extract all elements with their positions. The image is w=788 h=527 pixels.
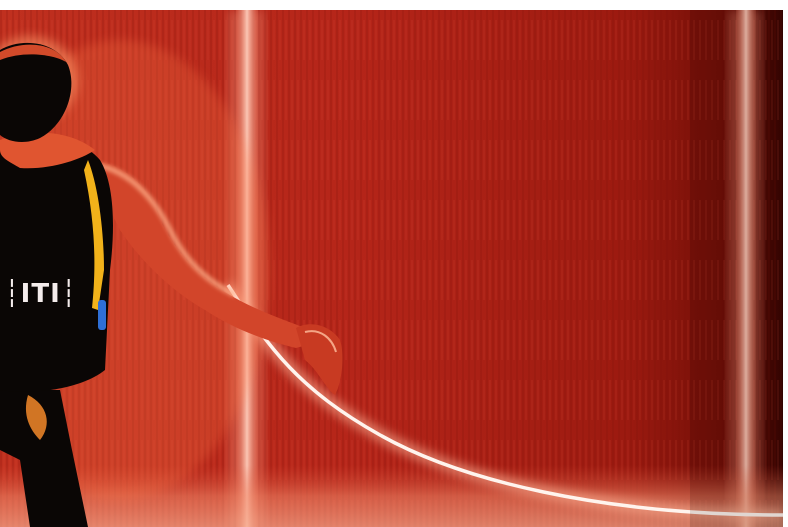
glowing-rope xyxy=(222,281,783,521)
person: ┆ITI┆ xyxy=(0,36,343,527)
jersey-text: ┆ITI┆ xyxy=(4,279,77,309)
arm xyxy=(85,160,318,348)
light-pillar-right xyxy=(728,10,762,527)
vignette xyxy=(690,10,783,527)
legs xyxy=(0,390,88,527)
blue-accent xyxy=(98,300,106,330)
strap xyxy=(84,160,104,310)
jersey xyxy=(0,136,113,392)
head xyxy=(0,36,78,142)
photo-canvas: ┆ITI┆ xyxy=(0,10,783,527)
photo: ┆ITI┆ xyxy=(0,10,783,527)
